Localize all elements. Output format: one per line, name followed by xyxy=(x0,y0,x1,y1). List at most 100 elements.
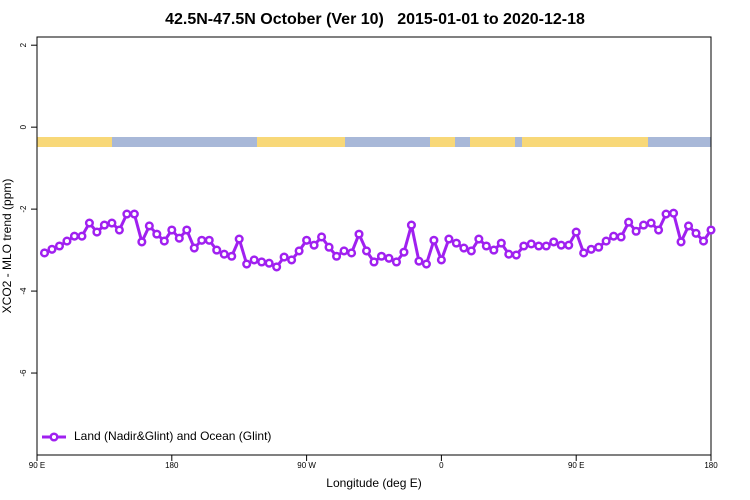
point xyxy=(107,218,117,228)
land-ocean-strip xyxy=(37,137,711,147)
point xyxy=(526,239,536,249)
point xyxy=(287,255,297,265)
point xyxy=(122,209,132,219)
point xyxy=(62,236,72,246)
point xyxy=(429,235,439,245)
point xyxy=(309,240,319,250)
point xyxy=(586,244,596,254)
point xyxy=(332,251,342,261)
x-tick-label: 90 W xyxy=(297,461,316,470)
plot-frame xyxy=(36,36,712,456)
point xyxy=(39,248,50,258)
y-tick-label: -4 xyxy=(19,287,28,295)
point xyxy=(376,251,387,261)
point xyxy=(624,217,634,227)
y-axis-label: XCO2 - MLO trend (ppm) xyxy=(0,179,14,314)
point xyxy=(504,249,514,259)
point xyxy=(496,238,506,248)
point xyxy=(384,253,394,263)
point xyxy=(698,236,709,246)
point xyxy=(683,221,694,231)
point xyxy=(519,241,529,251)
point xyxy=(556,240,566,250)
x-axis-label: Longitude (deg E) xyxy=(326,476,421,490)
point xyxy=(354,229,364,239)
point xyxy=(549,237,559,247)
point xyxy=(159,236,169,246)
point xyxy=(324,242,334,252)
point xyxy=(406,220,416,230)
point xyxy=(609,231,619,241)
point xyxy=(84,218,94,228)
y-tick-label: -2 xyxy=(19,205,28,213)
point xyxy=(706,225,716,235)
point xyxy=(489,245,499,255)
point xyxy=(92,227,102,237)
point xyxy=(54,241,65,251)
point xyxy=(616,232,626,242)
y-tick-label: -6 xyxy=(19,369,28,377)
point xyxy=(77,231,87,241)
point xyxy=(444,234,454,244)
point xyxy=(167,225,177,235)
point xyxy=(571,227,581,237)
point xyxy=(481,241,491,251)
y-tick-label: 2 xyxy=(19,42,28,47)
point xyxy=(227,251,237,261)
x-tick-label: 90 E xyxy=(29,461,45,470)
point xyxy=(257,257,267,267)
point xyxy=(189,243,199,253)
point xyxy=(601,236,611,246)
legend-marker xyxy=(49,432,59,442)
point xyxy=(369,257,379,267)
point xyxy=(234,234,244,244)
point xyxy=(47,244,57,254)
point xyxy=(676,237,686,247)
point xyxy=(436,255,446,265)
point xyxy=(631,226,641,236)
chart-title: 42.5N-47.5N October (Ver 10) 2015-01-01 … xyxy=(165,11,585,28)
point xyxy=(654,225,664,235)
point xyxy=(302,235,312,245)
point xyxy=(579,248,589,258)
x-tick-label: 90 E xyxy=(568,461,584,470)
point xyxy=(391,257,402,267)
legend-label: Land (Nadir&Glint) and Ocean (Glint) xyxy=(74,429,271,443)
point xyxy=(69,231,79,241)
point xyxy=(204,235,214,245)
point xyxy=(317,232,327,242)
point xyxy=(399,247,409,257)
point xyxy=(219,249,229,259)
point xyxy=(511,250,521,260)
point xyxy=(339,246,349,256)
point xyxy=(242,259,252,269)
point xyxy=(272,262,282,272)
point xyxy=(451,238,461,248)
point xyxy=(541,241,551,251)
point xyxy=(114,225,124,235)
point xyxy=(459,243,469,253)
point xyxy=(249,255,259,265)
point xyxy=(669,208,679,218)
point xyxy=(361,246,372,256)
point xyxy=(564,240,574,250)
point xyxy=(212,245,222,255)
point xyxy=(421,259,431,269)
point xyxy=(534,241,544,251)
point xyxy=(661,209,671,219)
point xyxy=(639,220,649,230)
x-tick-label: 0 xyxy=(439,461,444,470)
point xyxy=(279,252,289,262)
point xyxy=(346,248,357,258)
point xyxy=(182,225,192,235)
point xyxy=(691,228,701,238)
y-tick-label: 0 xyxy=(19,124,28,129)
point xyxy=(414,256,424,266)
point xyxy=(594,242,604,252)
point xyxy=(294,246,304,256)
point xyxy=(264,258,274,268)
x-tick-label: 180 xyxy=(165,461,179,470)
point xyxy=(129,209,139,219)
point xyxy=(152,229,162,239)
